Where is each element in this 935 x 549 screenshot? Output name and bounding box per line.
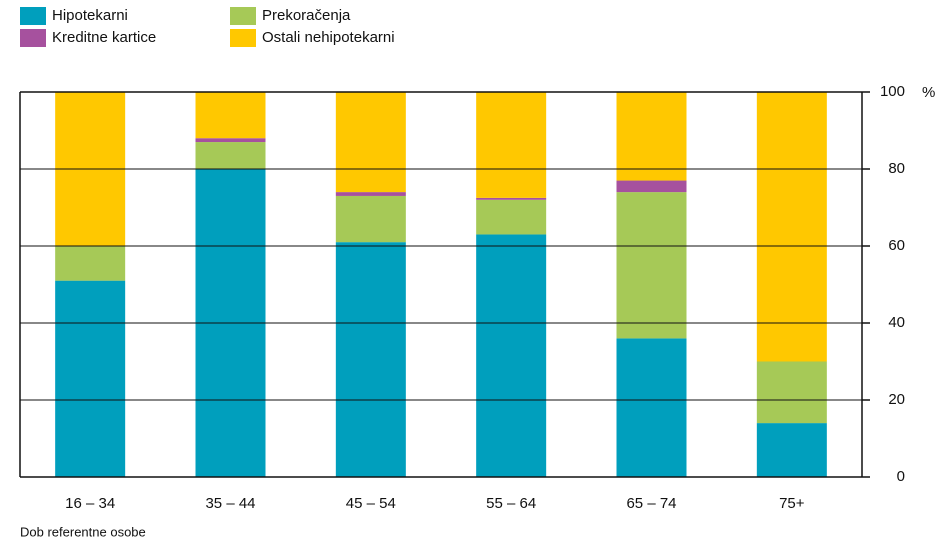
legend-swatch — [230, 29, 256, 47]
bar-segment — [55, 246, 126, 281]
bar-segment — [335, 192, 406, 196]
y-tick-label: 0 — [897, 468, 905, 485]
legend-label: Kreditne kartice — [52, 29, 156, 46]
x-tick-label: 55 – 64 — [486, 495, 536, 512]
x-tick-label: 75+ — [779, 495, 805, 512]
bar-segment — [195, 142, 266, 169]
y-tick-label: 80 — [888, 160, 905, 177]
bar-segment — [476, 199, 547, 235]
x-tick-label: 35 – 44 — [205, 495, 255, 512]
bar-segment — [756, 423, 827, 477]
bar-segment — [195, 138, 266, 143]
legend-label: Ostali nehipotekarni — [262, 29, 395, 46]
bar-segment — [756, 361, 827, 424]
bar-segment — [616, 338, 687, 477]
legend-label: Prekoračenja — [262, 7, 351, 24]
y-tick-label: 20 — [888, 391, 905, 408]
x-tick-label: 16 – 34 — [65, 495, 115, 512]
y-tick-label: 100 — [880, 83, 905, 100]
y-tick-label: 60 — [888, 237, 905, 254]
bar-segment — [195, 92, 266, 139]
bar-segment — [616, 92, 687, 181]
x-axis-label: Dob referentne osobe — [20, 524, 146, 539]
bar-segment — [476, 234, 547, 477]
bar-segment — [476, 197, 547, 200]
bar-segment — [616, 192, 687, 339]
x-tick-label: 65 – 74 — [626, 495, 676, 512]
bar-segment — [55, 280, 126, 477]
legend-label: Hipotekarni — [52, 7, 128, 24]
x-tick-label: 45 – 54 — [346, 495, 396, 512]
bar-segment — [335, 195, 406, 243]
bar-segment — [756, 92, 827, 362]
bar-segment — [335, 92, 406, 193]
legend-swatch — [20, 29, 46, 47]
bar-segment — [476, 92, 547, 198]
y-tick-label: 40 — [888, 314, 905, 331]
bar-segment — [335, 242, 406, 477]
y-unit: % — [922, 84, 935, 101]
bar-segment — [616, 180, 687, 193]
legend-swatch — [20, 7, 46, 25]
legend-swatch — [230, 7, 256, 25]
